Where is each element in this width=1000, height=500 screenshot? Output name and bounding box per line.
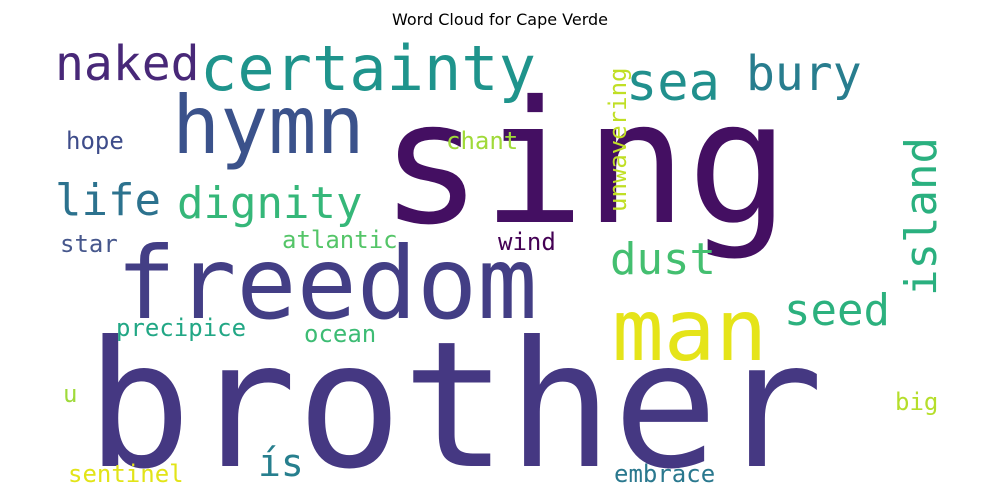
word-star: star bbox=[60, 230, 118, 258]
word-hymn: hymn bbox=[172, 79, 365, 172]
word-island: island bbox=[896, 137, 947, 296]
word-atlantic: atlantic bbox=[282, 226, 398, 254]
word-seed: seed bbox=[784, 285, 890, 336]
word-big: big bbox=[895, 388, 938, 416]
word-life: life bbox=[55, 175, 161, 226]
word-bury: bury bbox=[746, 46, 862, 102]
word-brother: brother bbox=[86, 305, 824, 500]
word-dust: dust bbox=[610, 234, 716, 285]
word-sentinel: sentinel bbox=[68, 460, 184, 488]
word-u: u bbox=[63, 380, 77, 408]
word-dignity: dignity bbox=[177, 178, 362, 229]
word-embrace: embrace bbox=[614, 460, 715, 488]
word-naked: naked bbox=[55, 36, 200, 92]
word-ocean: ocean bbox=[304, 320, 376, 348]
word-chant: chant bbox=[446, 127, 518, 155]
word-sing: sing bbox=[380, 65, 789, 263]
word-precipice: precipice bbox=[116, 314, 246, 342]
word-wind: wind bbox=[498, 228, 556, 256]
word-man: man bbox=[612, 281, 767, 381]
word--s: ís bbox=[258, 441, 304, 485]
word-freedom: freedom bbox=[116, 225, 537, 342]
word-certainty: certainty bbox=[200, 32, 536, 105]
chart-title: Word Cloud for Cape Verde bbox=[392, 10, 608, 29]
word-sea: sea bbox=[626, 53, 720, 113]
word-unwavering: unwavering bbox=[604, 68, 632, 213]
word-hope: hope bbox=[66, 127, 124, 155]
